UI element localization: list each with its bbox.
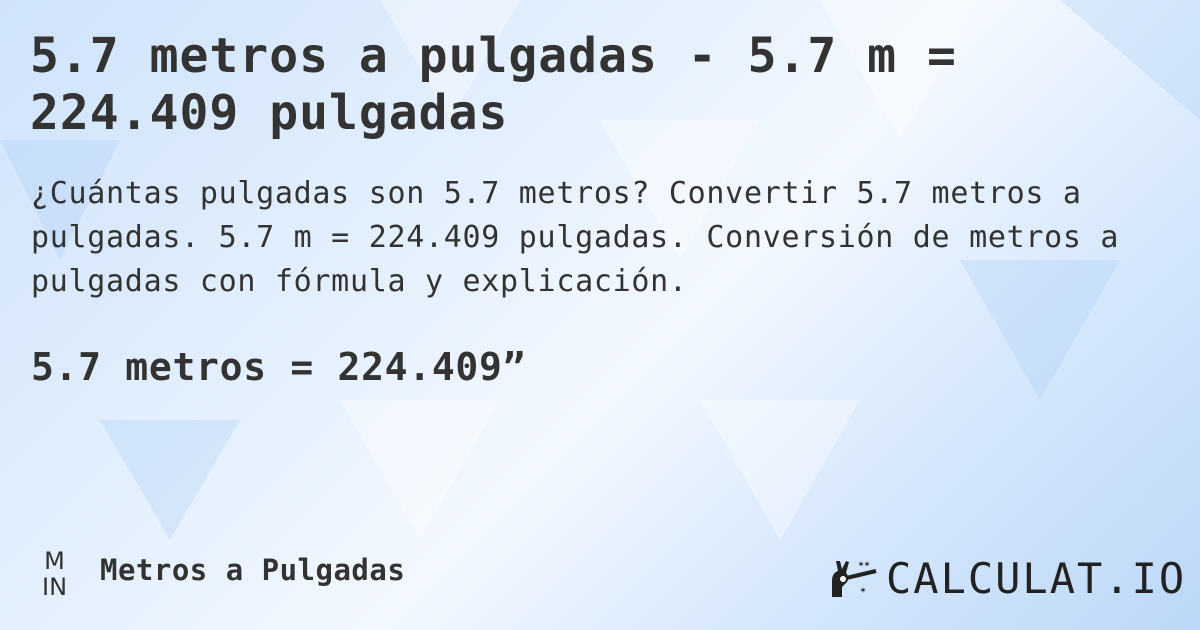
unit-icon: M IN: [42, 548, 67, 600]
page-title: 5.7 metros a pulgadas - 5.7 m = 224.409 …: [30, 28, 957, 141]
unit-icon-top: M: [44, 547, 65, 575]
logo-text: CALCULAT.IO: [886, 554, 1187, 603]
magic-hand-icon: ✶✶ ✶: [832, 559, 877, 597]
calculat-logo[interactable]: ✶✶ ✶ CALCULAT.IO: [828, 557, 1186, 601]
converter-label: Metros a Pulgadas: [100, 553, 406, 587]
unit-icon-bottom: IN: [42, 573, 68, 601]
svg-text:✶: ✶: [860, 585, 866, 596]
conversion-result: 5.7 metros = 224.409”: [31, 345, 527, 389]
svg-text:✶✶: ✶✶: [858, 559, 870, 570]
description: ¿Cuántas pulgadas son 5.7 metros? Conver…: [31, 176, 1120, 299]
